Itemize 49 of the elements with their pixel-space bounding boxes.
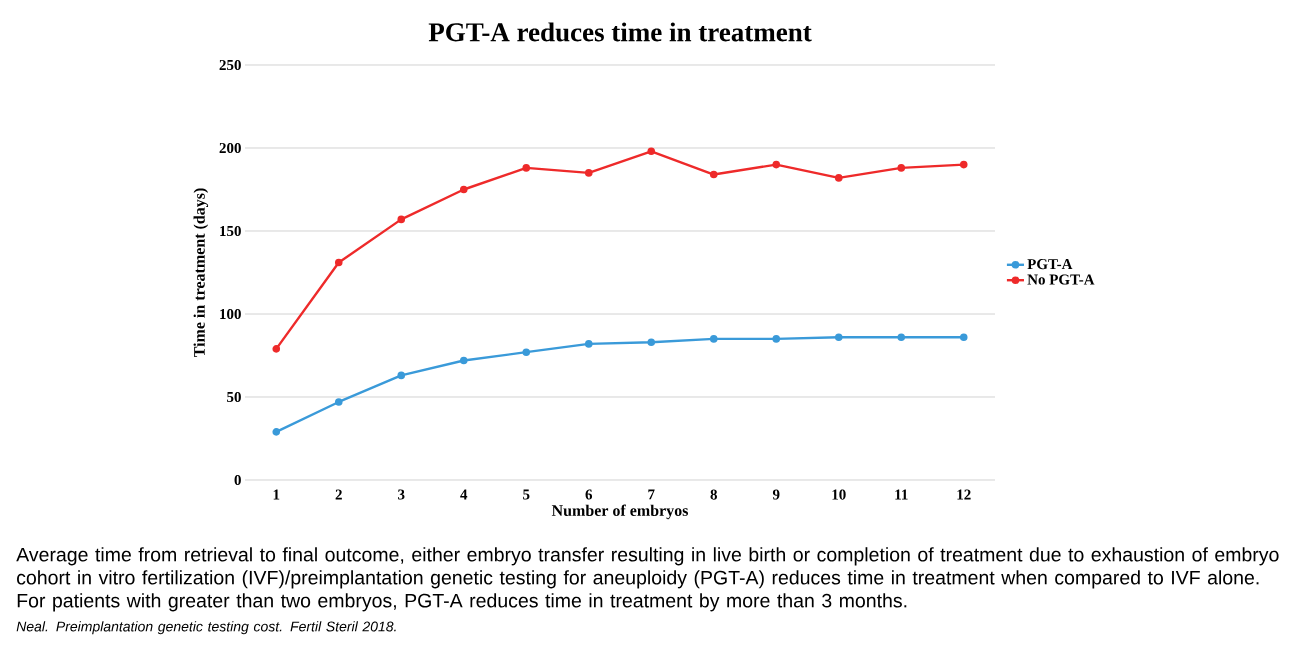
point [584, 169, 593, 177]
point [772, 160, 781, 169]
y-tick-label: 250 [219, 59, 241, 71]
point [709, 170, 718, 179]
point [647, 147, 656, 156]
point [772, 335, 781, 343]
point [834, 174, 843, 182]
x-tick-label: 11 [895, 489, 908, 500]
point [897, 333, 906, 342]
point [647, 338, 656, 347]
point [459, 356, 468, 365]
point [897, 164, 906, 172]
point [272, 345, 281, 353]
x-tick-label: 2 [335, 489, 342, 500]
y-tick-label: 150 [220, 225, 241, 237]
x-tick-label: 6 [585, 489, 593, 500]
x-tick-label: 8 [710, 489, 717, 500]
chart-title: PGT-A reduces time in treatment [428, 22, 812, 42]
y-tick-label: 100 [220, 308, 241, 320]
point [334, 258, 343, 267]
point [584, 340, 593, 348]
x-tick-label: 7 [648, 489, 655, 500]
x-axis-title: Number of embryos [551, 504, 689, 520]
point [522, 348, 531, 356]
x-tick-label: 10 [832, 489, 846, 500]
point [459, 185, 468, 194]
y-tick-label: 0 [234, 474, 241, 486]
y-axis-title: Time in treatment (days) [193, 188, 209, 358]
point [959, 160, 968, 169]
x-tick-label: 12 [957, 489, 971, 500]
legend-label: PGT-A [1027, 259, 1073, 270]
point [522, 164, 531, 172]
y-tick-label: 200 [219, 142, 241, 154]
point [397, 215, 406, 224]
x-tick-label: 3 [398, 489, 405, 500]
point [272, 428, 281, 436]
point [397, 371, 406, 380]
point [709, 335, 718, 343]
x-tick-label: 5 [523, 489, 530, 500]
legend-label: No PGT-A [1027, 274, 1095, 285]
point [834, 333, 843, 342]
point [334, 398, 343, 406]
text: Neal. Preimplantation genetic testing cost. Fertil Steril 2018. [16, 621, 396, 635]
x-tick-label: 1 [273, 489, 280, 500]
x-tick-label: 4 [460, 489, 468, 500]
point [959, 333, 968, 342]
y-tick-label: 50 [227, 391, 241, 403]
text: Average time from retrieval to final outcome, either embryo transfer resulting in live birth or completion of treatment due to exhaustion of embryo cohort in vitro fertilization (IVF)/preimplantation genetic testing for aneuploidy (PGT-A) reduces time in treatment when compared to IVF alone. For patients with greater than two embryos, PGT-A reduces time in treatment by more than 3 months. [16, 547, 1279, 612]
x-tick-label: 9 [772, 489, 780, 500]
